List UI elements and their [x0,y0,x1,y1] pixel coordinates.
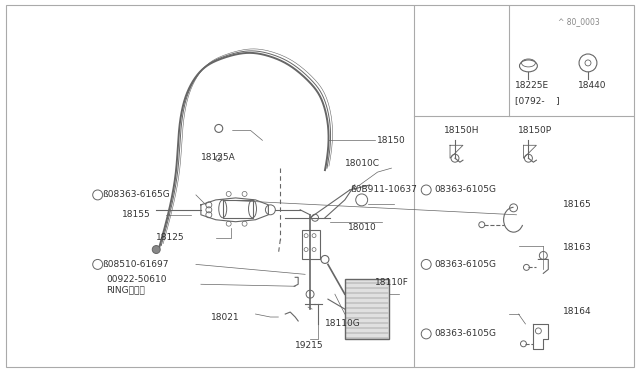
Text: 08363-6105G: 08363-6105G [434,186,496,195]
Text: ß0B911-10637: ß0B911-10637 [350,186,417,195]
Text: 18150: 18150 [376,136,405,145]
Text: 18010: 18010 [348,223,376,232]
Text: 18150H: 18150H [444,126,479,135]
Bar [345,279,390,339]
Text: S: S [424,262,428,267]
Text: S: S [424,331,428,336]
Circle shape [152,246,160,253]
Text: N: N [359,198,364,202]
Text: 18440: 18440 [578,81,607,90]
Text: 18010C: 18010C [345,159,380,168]
Text: 18150P: 18150P [518,126,552,135]
Text: [0792-    ]: [0792- ] [515,96,559,105]
Text: 19215: 19215 [295,341,324,350]
Text: RINGリング: RINGリング [107,286,145,295]
Circle shape [93,190,102,200]
Text: 08363-6105G: 08363-6105G [434,260,496,269]
Text: S: S [96,262,100,267]
Text: ^ 80_0003: ^ 80_0003 [558,17,600,26]
Text: 18163: 18163 [563,243,592,252]
Text: 18125: 18125 [156,233,185,242]
Circle shape [93,259,102,269]
Circle shape [421,259,431,269]
Text: 08363-6105G: 08363-6105G [434,329,496,339]
Text: 18225E: 18225E [515,81,548,90]
Text: ß08510-61697: ß08510-61697 [102,260,168,269]
Text: ß08363-6165G: ß08363-6165G [102,190,170,199]
Text: S: S [424,187,428,192]
Circle shape [421,329,431,339]
Circle shape [421,185,431,195]
Circle shape [356,194,367,206]
Bar [302,230,320,259]
Bar [223,200,253,218]
Text: S: S [96,192,100,198]
Text: 18110G: 18110G [325,320,361,328]
Text: 00922-50610: 00922-50610 [107,275,167,284]
Text: 18165: 18165 [563,201,592,209]
Text: 18021: 18021 [211,312,239,321]
Text: 18155: 18155 [122,210,150,219]
Text: 18125A: 18125A [201,153,236,162]
Text: 18164: 18164 [563,307,592,315]
Text: 18110F: 18110F [374,278,408,287]
